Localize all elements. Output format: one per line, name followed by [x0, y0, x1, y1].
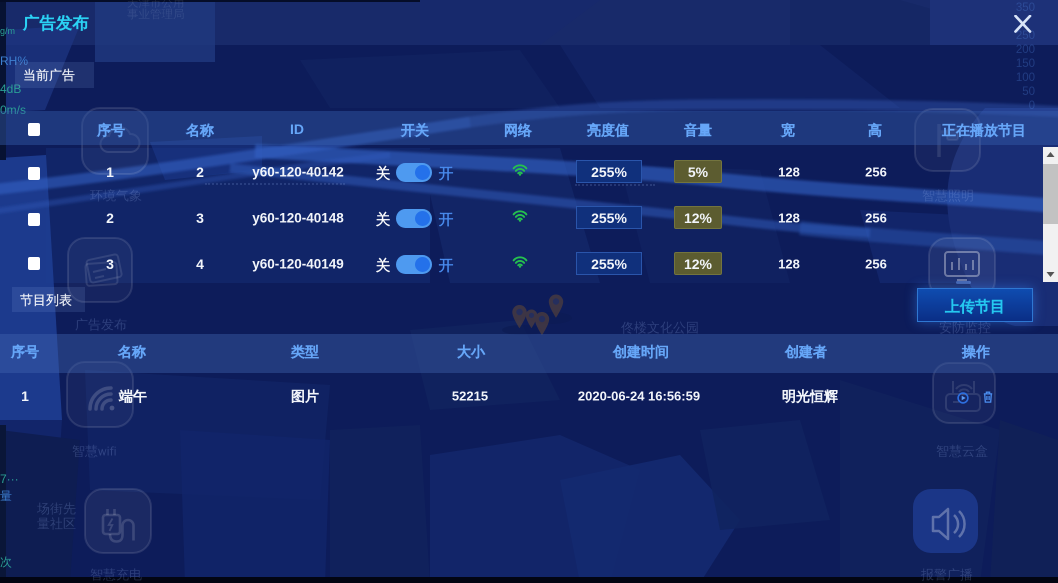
- svg-text:200: 200: [1016, 44, 1035, 56]
- svg-text:50: 50: [1022, 86, 1035, 98]
- svg-text:150: 150: [1016, 58, 1035, 70]
- svg-text:0: 0: [1029, 100, 1035, 112]
- svg-text:250: 250: [1016, 30, 1035, 42]
- svg-text:350: 350: [1016, 2, 1035, 14]
- svg-text:100: 100: [1016, 72, 1035, 84]
